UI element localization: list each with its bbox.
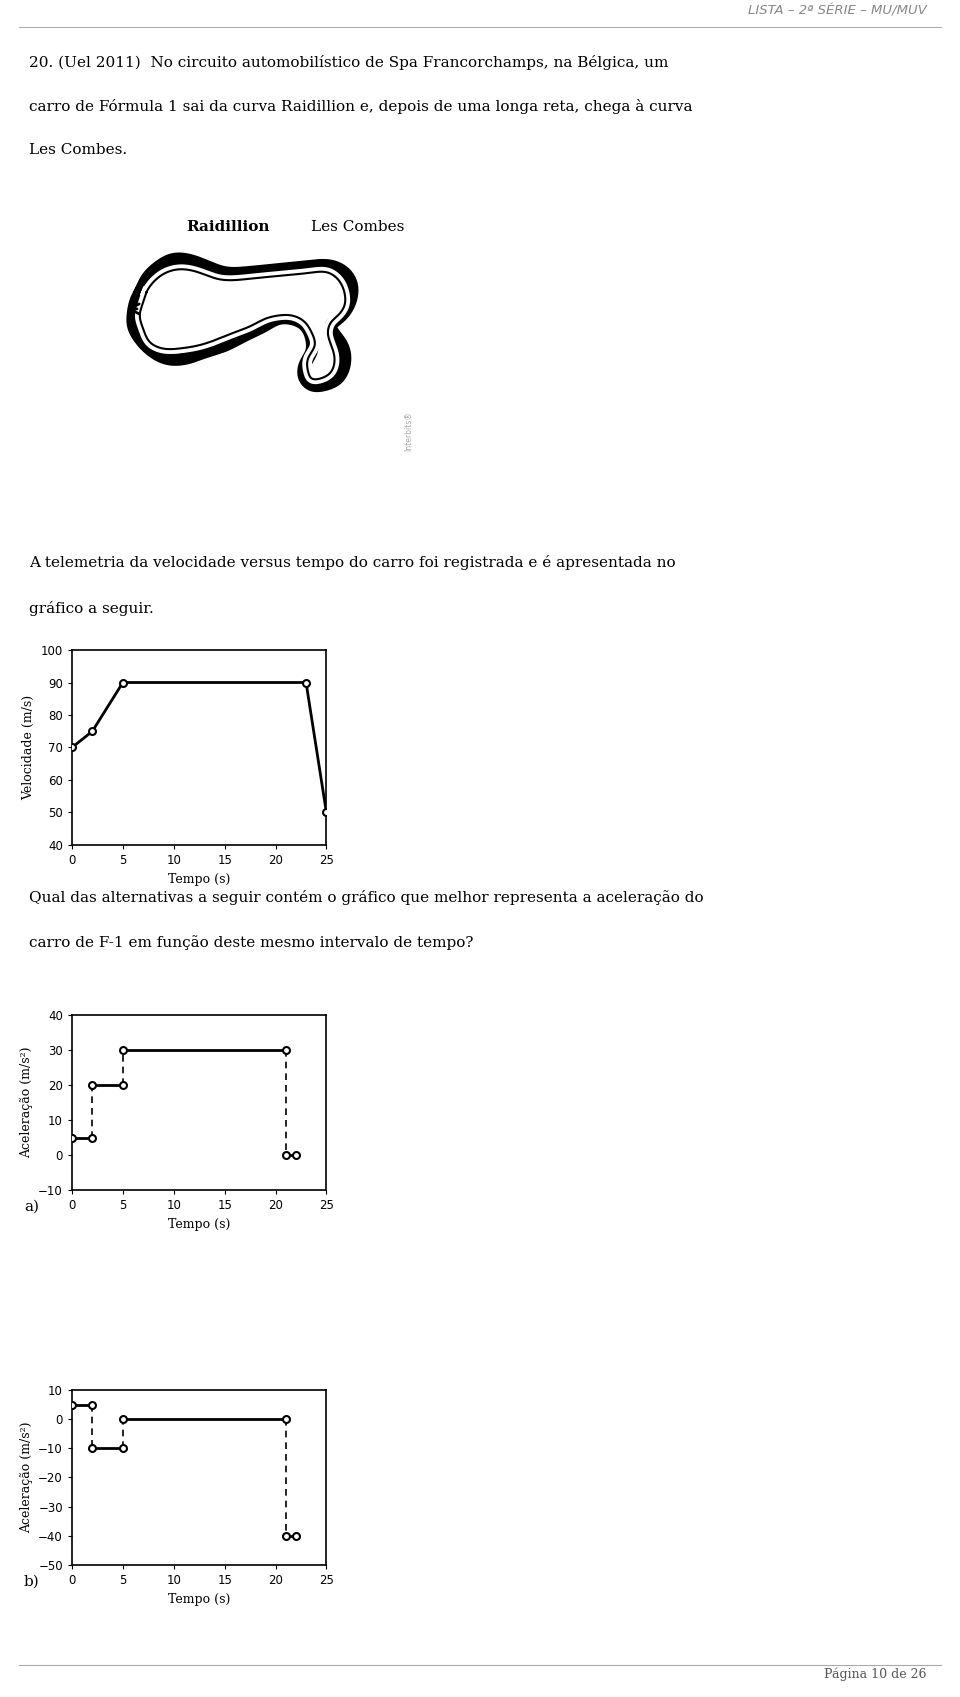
X-axis label: Tempo (s): Tempo (s): [168, 1592, 230, 1605]
Text: Interbits®: Interbits®: [404, 411, 413, 451]
Text: Raidillion: Raidillion: [186, 221, 270, 234]
Text: Les Combes.: Les Combes.: [29, 143, 127, 156]
Text: A telemetria da velocidade versus tempo do carro foi registrada e é apresentada : A telemetria da velocidade versus tempo …: [29, 555, 676, 570]
Text: Qual das alternativas a seguir contém o gráfico que melhor representa a aceleraç: Qual das alternativas a seguir contém o …: [29, 889, 704, 905]
Y-axis label: Velocidade (m/s): Velocidade (m/s): [22, 696, 36, 799]
Text: Les Combes: Les Combes: [311, 221, 405, 234]
X-axis label: Tempo (s): Tempo (s): [168, 1217, 230, 1230]
Text: Página 10 de 26: Página 10 de 26: [824, 1668, 926, 1682]
X-axis label: Tempo (s): Tempo (s): [168, 872, 230, 886]
Y-axis label: Aceleração (m/s²): Aceleração (m/s²): [19, 1047, 33, 1159]
Text: gráfico a seguir.: gráfico a seguir.: [29, 601, 154, 616]
Y-axis label: Aceleração (m/s²): Aceleração (m/s²): [19, 1422, 33, 1534]
Text: carro de F-1 em função deste mesmo intervalo de tempo?: carro de F-1 em função deste mesmo inter…: [29, 935, 473, 950]
Text: 20. (Uel 2011)  No circuito automobilístico de Spa Francorchamps, na Bélgica, um: 20. (Uel 2011) No circuito automobilísti…: [29, 54, 668, 70]
Text: carro de Fórmula 1 sai da curva Raidillion e, depois de uma longa reta, chega à : carro de Fórmula 1 sai da curva Raidilli…: [29, 98, 692, 114]
Text: LISTA – 2ª SÉRIE – MU/MUV: LISTA – 2ª SÉRIE – MU/MUV: [748, 5, 926, 17]
Text: a): a): [24, 1200, 39, 1213]
Text: b): b): [24, 1575, 39, 1588]
